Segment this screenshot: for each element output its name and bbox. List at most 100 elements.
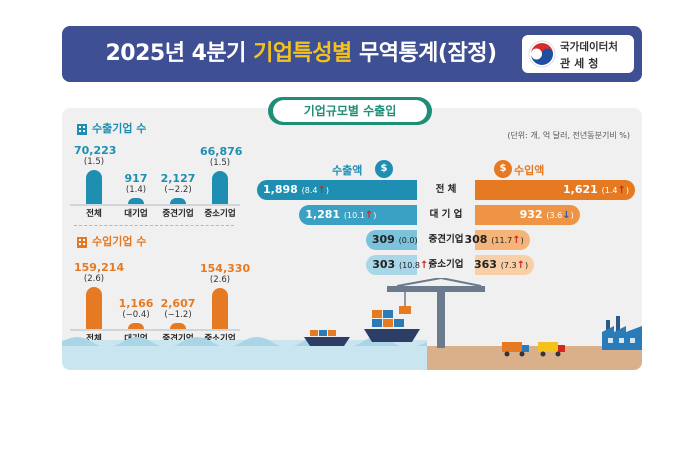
count-value: 917 xyxy=(124,172,148,185)
count-value: 154,330 xyxy=(200,261,251,275)
dollar-bag-icon: $ xyxy=(494,160,512,178)
trucks-icon xyxy=(502,342,565,357)
company-count-label: 1,166 (−0.4) xyxy=(116,297,156,320)
count-change: (1.5) xyxy=(209,157,231,168)
count-value: 1,166 xyxy=(118,297,154,310)
export-amount-label: 수출액 xyxy=(332,162,362,178)
count-value: 159,214 xyxy=(74,261,125,274)
agency-name-line2: 관세청 xyxy=(560,57,603,70)
title-period: 2025년 4분기 xyxy=(105,41,246,66)
arrow-down-icon: ↓ xyxy=(562,210,571,221)
import-amount-value: 363 (7.3↑) xyxy=(474,255,528,275)
waves-icon xyxy=(62,337,427,346)
company-count-label: 154,330 (2.6) xyxy=(200,261,251,285)
company-size-category: 중소기업 xyxy=(428,259,464,270)
company-size-label: 전체 xyxy=(86,209,102,219)
company-count-bar xyxy=(170,198,186,204)
export-amount-bar xyxy=(299,205,417,225)
export-amount-value: 1,281 (10.1↑) xyxy=(305,205,376,225)
import-amount-bar xyxy=(475,230,530,250)
factory-icon xyxy=(602,316,642,350)
count-change: (1.4) xyxy=(125,185,147,195)
company-count-bar xyxy=(128,198,144,204)
company-size-label: 중소기업 xyxy=(204,209,236,219)
company-size-label: 중소기업 xyxy=(204,334,236,344)
company-count-label: 2,127 (−2.2) xyxy=(158,172,198,195)
import-amount-bar xyxy=(475,255,535,275)
company-count-bar xyxy=(86,287,102,329)
company-count-bar xyxy=(128,323,144,329)
building-icon xyxy=(77,237,87,248)
cargo-ship-icon xyxy=(304,330,350,346)
company-size-category: 전 체 xyxy=(435,184,457,195)
import-amount-bar xyxy=(475,180,635,200)
exporters-heading-label: 수출기업 수 xyxy=(92,122,147,135)
company-count-bar xyxy=(170,323,186,329)
unit-note: (단위: 개, 억 달러, 전년동분기비 %) xyxy=(507,131,630,140)
company-size-label: 중견기업 xyxy=(162,334,194,344)
company-count-bar xyxy=(212,287,228,329)
company-size-label: 중견기업 xyxy=(162,209,194,219)
chart-baseline xyxy=(70,329,240,331)
dollar-bag-icon: $ xyxy=(375,160,393,178)
building-icon xyxy=(77,124,87,135)
arrow-up-icon: ↑ xyxy=(419,260,429,271)
agency-logo-box: 국가데이터처 관세청 xyxy=(522,35,634,73)
export-amount-value: 1,898 (8.4↑) xyxy=(263,180,329,200)
port-land-scenery xyxy=(427,346,642,370)
arrow-up-icon: ↑ xyxy=(364,210,374,221)
export-amount-bar xyxy=(257,180,417,200)
company-count-label: 917 (1.4) xyxy=(116,172,156,195)
export-amount-bar xyxy=(365,230,417,250)
arrow-up-icon: ↑ xyxy=(512,235,521,246)
page-title: 2025년 4분기 기업특성별 무역통계(잠정) xyxy=(76,26,526,82)
exporters-chart: 70,223 (1.5) 전체 917 (1.4) 대기업 2,127 (−2.2) 중견기업 6… xyxy=(70,140,243,219)
count-change: (1.5) xyxy=(83,157,105,167)
section-divider xyxy=(74,225,234,226)
title-topic: 기업특성별 xyxy=(253,41,352,66)
company-size-label: 대기업 xyxy=(124,209,148,219)
company-count-label: 66,876 (1.5) xyxy=(200,144,243,168)
arrow-up-icon: ↑ xyxy=(516,260,525,271)
port-crane-icon xyxy=(387,278,485,348)
header-banner: 2025년 4분기 기업특성별 무역통계(잠정) 국가데이터처 관세청 xyxy=(62,26,642,82)
container-ship-icon xyxy=(364,310,420,342)
export-amount-label-text: 수출액 xyxy=(332,164,363,177)
count-change: (2.6) xyxy=(83,274,105,284)
company-count-label: 159,214 (2.6) xyxy=(74,261,125,284)
section-title: 기업규모별 수출입 xyxy=(273,100,427,122)
importers-heading-label: 수입기업 수 xyxy=(92,235,147,248)
count-change: (2.6) xyxy=(209,274,231,285)
count-value: 66,876 xyxy=(200,144,243,158)
exporters-heading: 수출기업 수 xyxy=(76,120,146,136)
company-size-label: 전체 xyxy=(86,334,102,344)
import-amount-label-text: 수입액 xyxy=(514,164,545,177)
count-change: (−2.2) xyxy=(164,185,192,195)
count-change: (−1.2) xyxy=(164,310,192,320)
company-size-category: 중견기업 xyxy=(428,234,464,245)
company-count-label: 70,223 (1.5) xyxy=(74,144,117,167)
count-value: 2,127 xyxy=(160,172,196,185)
company-count-bar xyxy=(212,170,228,204)
company-count-bar xyxy=(86,170,102,204)
chart-baseline xyxy=(70,204,240,206)
import-amount-value: 308 (11.7↑) xyxy=(464,230,523,250)
company-count-label: 2,607 (−1.2) xyxy=(158,297,198,320)
arrow-up-icon: ↑ xyxy=(617,185,626,196)
export-amount-value: 303 (10.8↑) xyxy=(372,255,431,275)
import-amount-value: 1,621 (1.4↑) xyxy=(563,180,629,200)
count-value: 70,223 xyxy=(74,144,117,157)
import-amount-bar xyxy=(475,205,580,225)
export-amount-value: 309 (0.0) xyxy=(371,233,418,246)
importers-chart: 159,214(2.6)전체1,166(−0.4)대기업2,607(−1.2)중… xyxy=(70,253,251,344)
agency-name-line1: 국가데이터처 xyxy=(560,41,618,53)
count-value: 2,607 xyxy=(160,297,196,310)
title-suffix: 무역통계(잠정) xyxy=(358,41,497,66)
arrow-up-icon: ↑ xyxy=(317,185,326,196)
import-amount-label: 수입액 xyxy=(514,162,544,178)
count-change: (−0.4) xyxy=(122,310,150,320)
import-amount-value: 932 (3.6↓) xyxy=(520,205,574,225)
export-amount-bar xyxy=(366,255,417,275)
importers-heading: 수입기업 수 xyxy=(76,233,146,249)
section-title-tab: 기업규모별 수출입 xyxy=(268,97,432,125)
